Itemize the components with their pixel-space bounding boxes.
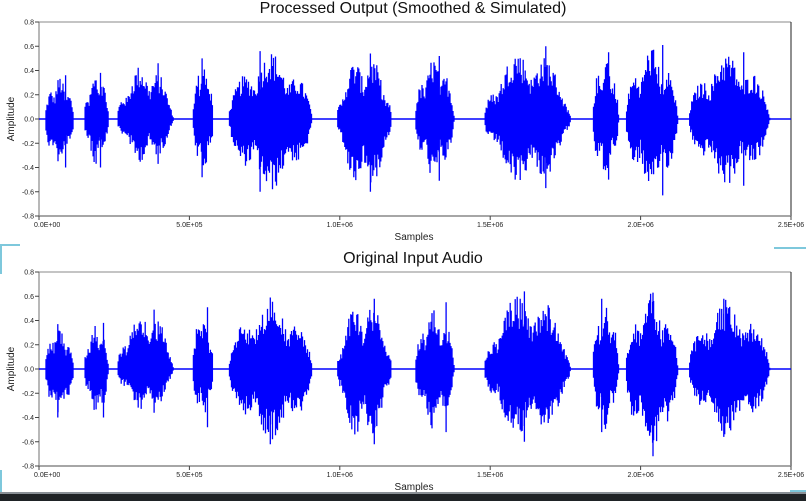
taskbar-strip [0, 494, 806, 501]
original-input-plot: Original Input Audio 0.8 0.6 0.4 0.2 0.0 -0.2… [0, 250, 806, 495]
window-bottom-edge [0, 492, 806, 494]
y-tick-label: 0.2 [24, 342, 34, 349]
y-tick-label: 0.6 [24, 294, 34, 301]
x-tick-label: 2.0E+06 [627, 222, 653, 229]
x-tick-label: 2.5E+06 [778, 472, 804, 479]
original-input-chart: 0.8 0.6 0.4 0.2 0.0 -0.2 -0.4 -0.6 -0.80.0E+00 5.… [6, 270, 804, 494]
x-tick-label: 1.0E+06 [327, 472, 353, 479]
y-tick-label: 0.6 [24, 44, 34, 51]
x-tick-label: 2.5E+06 [778, 222, 804, 229]
x-tick-label: 1.5E+06 [477, 472, 503, 479]
waveform [39, 291, 791, 457]
left-bracket-decoration [0, 244, 20, 276]
y-tick-label: 0.2 [24, 92, 34, 99]
y-tick-label: -0.2 [22, 391, 34, 398]
y-tick-label: 0.4 [24, 318, 34, 325]
y-tick-label: -0.8 [22, 464, 34, 471]
y-tick-label: 0.0 [24, 117, 34, 124]
x-tick-label: 0.0E+00 [34, 222, 60, 229]
x-tick-label: 0.0E+00 [34, 472, 60, 479]
x-axis-label: Samples [395, 482, 434, 493]
x-tick-label: 2.0E+06 [627, 472, 653, 479]
bottom-right-bracket [790, 490, 806, 492]
waveform [39, 45, 791, 196]
right-bracket-decoration [774, 247, 806, 249]
x-tick-label: 1.5E+06 [477, 222, 503, 229]
y-tick-label: -0.8 [22, 214, 34, 221]
x-tick-label: 5.0E+05 [176, 472, 202, 479]
y-tick-label: 0.0 [24, 367, 34, 374]
y-tick-label: 0.8 [24, 20, 34, 27]
x-axis-label: Samples [395, 232, 434, 243]
y-tick-label: 0.4 [24, 68, 34, 75]
y-tick-label: -0.2 [22, 141, 34, 148]
y-tick-label: -0.6 [22, 439, 34, 446]
plot-title: Processed Output (Smoothed & Simulated) [259, 0, 567, 17]
processed-output-chart: 0.8 0.6 0.4 0.2 0.0 -0.2 -0.4 -0.6 -0.80.0E+00 5.… [6, 20, 804, 244]
y-axis-label: Amplitude [6, 96, 17, 141]
y-axis-label: Amplitude [6, 346, 17, 391]
y-tick-label: -0.4 [22, 165, 34, 172]
x-tick-label: 1.0E+06 [327, 222, 353, 229]
plot-title: Original Input Audio [343, 250, 483, 267]
y-tick-label: -0.6 [22, 189, 34, 196]
processed-output-plot: Processed Output (Smoothed & Simulated) … [0, 0, 806, 245]
bottom-left-bracket [0, 470, 2, 493]
left-bracket-vertical [0, 244, 2, 274]
x-tick-label: 5.0E+05 [176, 222, 202, 229]
y-tick-label: -0.4 [22, 415, 34, 422]
y-tick-label: 0.8 [24, 270, 34, 277]
